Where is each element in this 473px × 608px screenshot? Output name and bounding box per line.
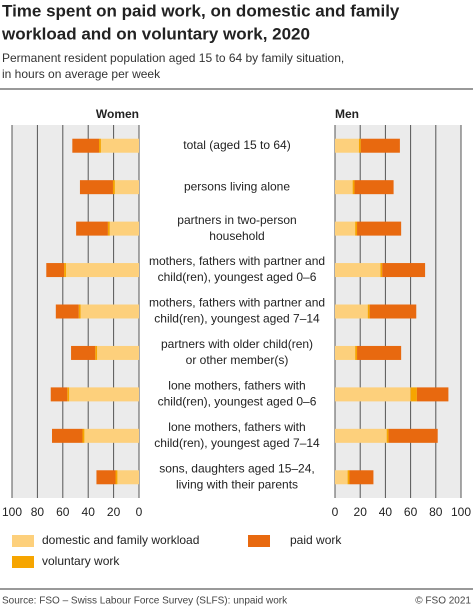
bar-segment — [367, 304, 370, 319]
bar-segment — [84, 428, 139, 443]
bar-segment — [352, 180, 355, 195]
bar-segment — [335, 428, 387, 443]
category-label: living with their parents — [176, 477, 298, 491]
source: Source: FSO – Swiss Labour Force Survey … — [2, 596, 288, 607]
x-tick-label: 40 — [379, 505, 393, 519]
chart-subtitle: Permanent resident population aged 15 to… — [2, 51, 344, 65]
category-label: child(ren), youngest aged 0–6 — [158, 270, 317, 284]
category-label: total (aged 15 to 64) — [183, 138, 290, 152]
bar-segment — [347, 470, 350, 485]
chart-title: workload and on voluntary work, 2020 — [1, 24, 310, 43]
x-tick-label: 20 — [107, 505, 121, 519]
bar-segment — [50, 387, 68, 402]
bar-segment — [78, 304, 81, 319]
bar-segment — [355, 221, 358, 236]
bar-segment — [80, 304, 139, 319]
bar-segment — [357, 345, 402, 360]
bar-segment — [335, 138, 359, 153]
bar-segment — [354, 180, 394, 195]
bar-segment — [349, 470, 374, 485]
bar-segment — [76, 221, 108, 236]
bar-segment — [67, 387, 70, 402]
bar-segment — [357, 221, 402, 236]
bar-segment — [335, 387, 411, 402]
bar-segment — [98, 138, 101, 153]
bar-segment — [335, 221, 356, 236]
panel-title: Men — [335, 107, 359, 121]
bar-segment — [335, 263, 381, 278]
bar-segment — [335, 180, 353, 195]
bar-segment — [69, 387, 139, 402]
bar-segment — [71, 345, 96, 360]
category-label: sons, daughters aged 15–24, — [159, 461, 314, 475]
category-label: household — [209, 229, 264, 243]
x-tick-label: 0 — [136, 505, 143, 519]
legend-label: voluntary work — [42, 554, 120, 568]
category-label: or other member(s) — [186, 353, 289, 367]
x-tick-label: 20 — [354, 505, 368, 519]
bar-segment — [115, 470, 118, 485]
category-label: child(ren), youngest aged 7–14 — [154, 312, 320, 326]
legend-swatch — [248, 535, 270, 547]
bar-segment — [416, 387, 449, 402]
bar-segment — [107, 221, 110, 236]
bar-segment — [82, 428, 85, 443]
bar-segment — [355, 345, 358, 360]
bar-segment — [109, 221, 139, 236]
legend-swatch — [12, 556, 34, 568]
bar-segment — [117, 470, 139, 485]
bar-segment — [79, 180, 113, 195]
bar-segment — [410, 387, 417, 402]
x-tick-label: 60 — [56, 505, 70, 519]
bar-segment — [382, 263, 426, 278]
copyright: © FSO 2021 — [415, 596, 471, 607]
panel-title: Women — [96, 107, 139, 121]
bar-segment — [65, 263, 139, 278]
chart-title: Time spent on paid work, on domestic and… — [2, 1, 400, 20]
bar-segment — [114, 180, 139, 195]
bar-segment — [64, 263, 66, 278]
category-label: partners with older child(ren) — [161, 337, 313, 351]
x-tick-label: 0 — [332, 505, 339, 519]
bar-segment — [386, 428, 389, 443]
x-tick-label: 80 — [31, 505, 45, 519]
bar-segment — [380, 263, 383, 278]
legend-label: paid work — [290, 533, 342, 547]
category-label: lone mothers, fathers with — [168, 420, 305, 434]
bar-segment — [112, 180, 115, 195]
legend-swatch — [12, 535, 34, 547]
category-label: child(ren), youngest aged 7–14 — [154, 436, 320, 450]
category-label: mothers, fathers with partner and — [149, 296, 325, 310]
bar-segment — [335, 304, 368, 319]
bar-segment — [360, 138, 400, 153]
legend-label: domestic and family workload — [42, 533, 199, 547]
chart-subtitle: in hours on average per week — [2, 67, 161, 81]
x-tick-label: 100 — [2, 505, 22, 519]
bar-segment — [335, 470, 348, 485]
category-label: persons living alone — [184, 179, 290, 193]
bar-segment — [96, 470, 116, 485]
bar-segment — [369, 304, 417, 319]
bar-segment — [335, 345, 356, 360]
bar-segment — [55, 304, 79, 319]
category-label: lone mothers, fathers with — [168, 379, 305, 393]
x-tick-label: 100 — [451, 505, 471, 519]
bar-segment — [97, 345, 139, 360]
x-tick-label: 60 — [404, 505, 418, 519]
category-label: mothers, fathers with partner and — [149, 254, 325, 268]
x-tick-label: 80 — [429, 505, 443, 519]
bar-segment — [72, 138, 99, 153]
bar-segment — [100, 138, 139, 153]
bar-segment — [95, 345, 98, 360]
bar-segment — [358, 138, 361, 153]
category-label: partners in two-person — [177, 213, 296, 227]
bar-segment — [52, 428, 83, 443]
category-label: child(ren), youngest aged 0–6 — [158, 395, 317, 409]
bar-segment — [46, 263, 65, 278]
bar-segment — [388, 428, 438, 443]
x-tick-label: 40 — [82, 505, 96, 519]
